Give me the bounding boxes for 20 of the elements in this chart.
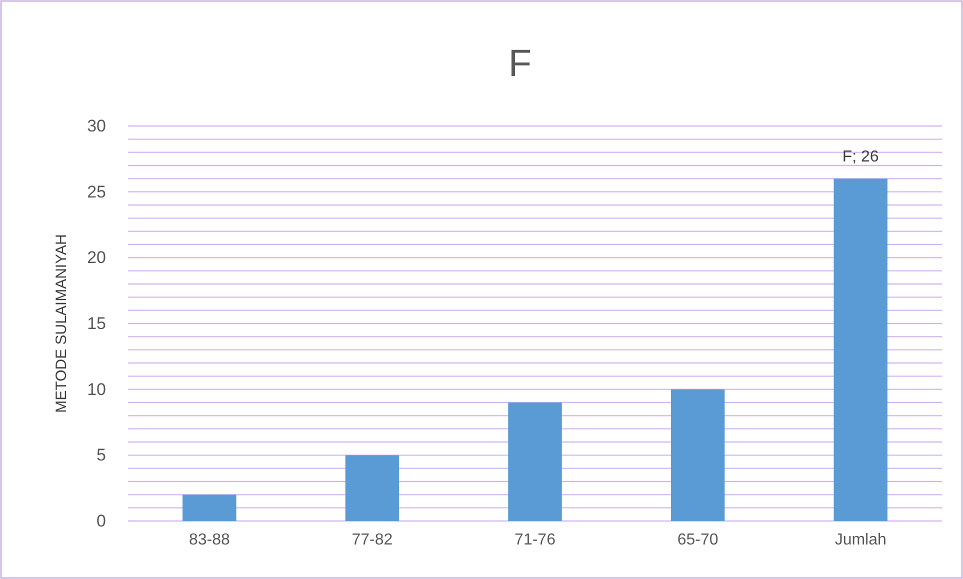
y-tick-label: 0 (96, 511, 106, 530)
y-tick-label: 10 (87, 380, 106, 399)
x-tick-label: 77-82 (352, 531, 393, 548)
x-tick-label: Jumlah (834, 531, 886, 548)
bar (508, 402, 562, 521)
data-label: F; 26 (842, 148, 879, 166)
y-tick-label: 25 (87, 182, 106, 202)
y-tick-label: 5 (96, 446, 106, 465)
y-tick-label: 15 (87, 314, 106, 333)
x-tick-label: 83-88 (188, 531, 230, 548)
bar (834, 178, 888, 521)
x-tick-label: 65-70 (677, 531, 718, 548)
y-axis-title: METODE SULAIMANIYAH (53, 234, 70, 413)
x-tick-label: 71-76 (514, 531, 556, 548)
chart-title: F (508, 43, 532, 85)
bar (670, 389, 725, 521)
y-tick-label: 30 (87, 116, 106, 136)
bar (182, 494, 236, 521)
y-tick-label: 20 (87, 248, 106, 268)
bar (345, 455, 400, 521)
